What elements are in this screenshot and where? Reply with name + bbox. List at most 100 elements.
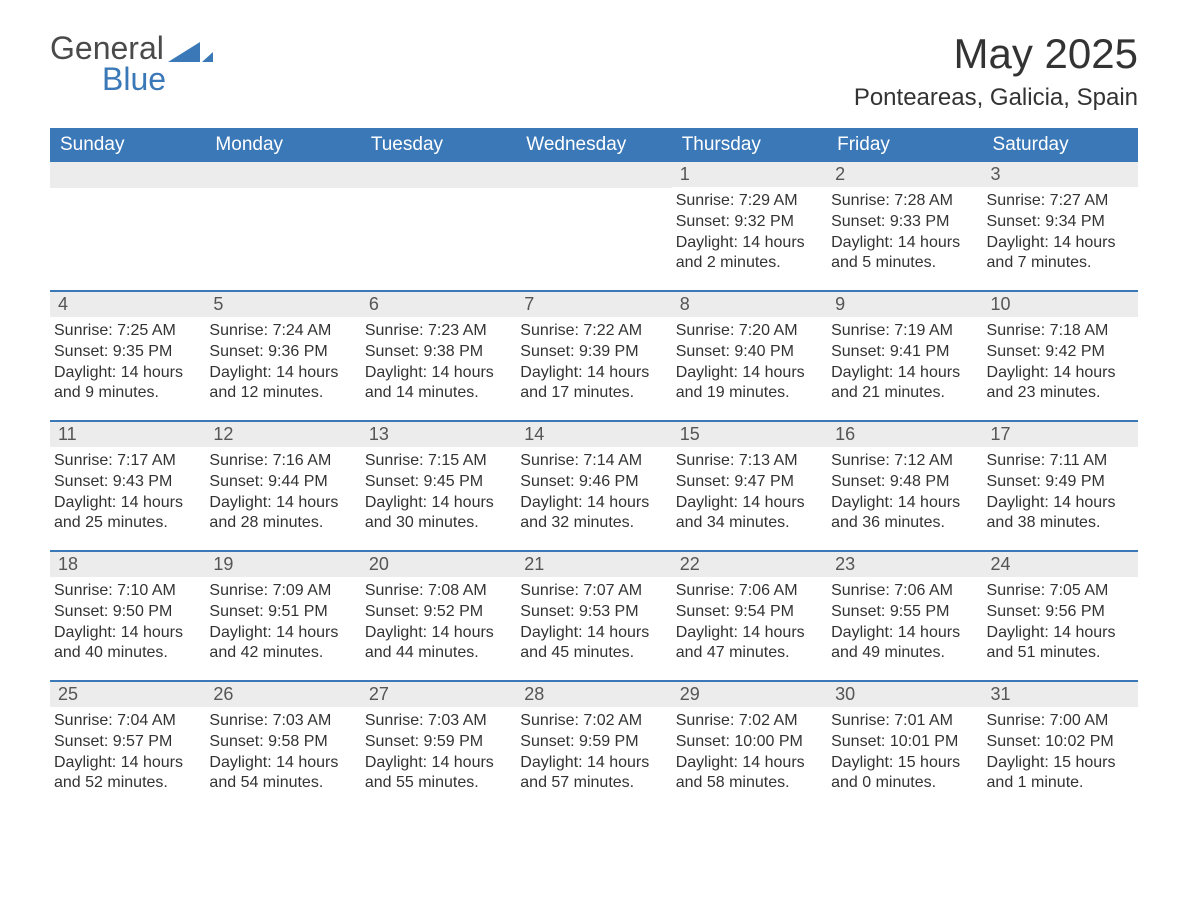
sunset-text: Sunset: 10:01 PM	[831, 732, 974, 753]
day-cell: 20Sunrise: 7:08 AMSunset: 9:52 PMDayligh…	[361, 552, 516, 680]
day-number: 1	[672, 162, 827, 187]
calendar: Sunday Monday Tuesday Wednesday Thursday…	[50, 128, 1138, 810]
daylight2-text: and 19 minutes.	[676, 383, 819, 404]
day-cell: 28Sunrise: 7:02 AMSunset: 9:59 PMDayligh…	[516, 682, 671, 810]
sunset-text: Sunset: 9:45 PM	[365, 472, 508, 493]
day-number: 25	[50, 682, 205, 707]
day-content: Sunrise: 7:06 AMSunset: 9:55 PMDaylight:…	[827, 577, 982, 672]
daylight1-text: Daylight: 14 hours	[520, 753, 663, 774]
sunrise-text: Sunrise: 7:11 AM	[987, 451, 1130, 472]
daylight2-text: and 44 minutes.	[365, 643, 508, 664]
weekday-header: Thursday	[672, 128, 827, 162]
day-content: Sunrise: 7:14 AMSunset: 9:46 PMDaylight:…	[516, 447, 671, 542]
daylight1-text: Daylight: 14 hours	[520, 623, 663, 644]
day-cell: 18Sunrise: 7:10 AMSunset: 9:50 PMDayligh…	[50, 552, 205, 680]
sunrise-text: Sunrise: 7:16 AM	[209, 451, 352, 472]
calendar-week: 11Sunrise: 7:17 AMSunset: 9:43 PMDayligh…	[50, 420, 1138, 550]
day-content: Sunrise: 7:12 AMSunset: 9:48 PMDaylight:…	[827, 447, 982, 542]
daylight1-text: Daylight: 14 hours	[54, 363, 197, 384]
day-number	[50, 162, 205, 188]
day-number: 5	[205, 292, 360, 317]
daylight2-text: and 9 minutes.	[54, 383, 197, 404]
sunset-text: Sunset: 9:36 PM	[209, 342, 352, 363]
sunrise-text: Sunrise: 7:17 AM	[54, 451, 197, 472]
daylight1-text: Daylight: 14 hours	[209, 753, 352, 774]
logo: General Blue	[50, 30, 213, 98]
daylight2-text: and 17 minutes.	[520, 383, 663, 404]
day-number: 23	[827, 552, 982, 577]
weekday-header: Monday	[205, 128, 360, 162]
sunrise-text: Sunrise: 7:02 AM	[520, 711, 663, 732]
day-number: 16	[827, 422, 982, 447]
sunrise-text: Sunrise: 7:03 AM	[365, 711, 508, 732]
sunset-text: Sunset: 9:38 PM	[365, 342, 508, 363]
day-content: Sunrise: 7:11 AMSunset: 9:49 PMDaylight:…	[983, 447, 1138, 542]
day-cell: 22Sunrise: 7:06 AMSunset: 9:54 PMDayligh…	[672, 552, 827, 680]
sunrise-text: Sunrise: 7:15 AM	[365, 451, 508, 472]
logo-text-blue: Blue	[102, 61, 166, 98]
day-cell: 4Sunrise: 7:25 AMSunset: 9:35 PMDaylight…	[50, 292, 205, 420]
weekday-header: Wednesday	[516, 128, 671, 162]
daylight1-text: Daylight: 14 hours	[54, 493, 197, 514]
day-content: Sunrise: 7:22 AMSunset: 9:39 PMDaylight:…	[516, 317, 671, 412]
daylight2-text: and 58 minutes.	[676, 773, 819, 794]
day-cell: 27Sunrise: 7:03 AMSunset: 9:59 PMDayligh…	[361, 682, 516, 810]
sunset-text: Sunset: 10:02 PM	[987, 732, 1130, 753]
daylight1-text: Daylight: 14 hours	[365, 493, 508, 514]
sunrise-text: Sunrise: 7:06 AM	[831, 581, 974, 602]
daylight1-text: Daylight: 14 hours	[987, 493, 1130, 514]
sunrise-text: Sunrise: 7:20 AM	[676, 321, 819, 342]
sunset-text: Sunset: 9:48 PM	[831, 472, 974, 493]
day-cell: 16Sunrise: 7:12 AMSunset: 9:48 PMDayligh…	[827, 422, 982, 550]
sunset-text: Sunset: 9:53 PM	[520, 602, 663, 623]
day-number: 19	[205, 552, 360, 577]
day-cell: 11Sunrise: 7:17 AMSunset: 9:43 PMDayligh…	[50, 422, 205, 550]
day-content: Sunrise: 7:10 AMSunset: 9:50 PMDaylight:…	[50, 577, 205, 672]
day-number: 24	[983, 552, 1138, 577]
daylight1-text: Daylight: 14 hours	[987, 233, 1130, 254]
sunrise-text: Sunrise: 7:27 AM	[987, 191, 1130, 212]
sunrise-text: Sunrise: 7:05 AM	[987, 581, 1130, 602]
daylight2-text: and 40 minutes.	[54, 643, 197, 664]
day-cell: 17Sunrise: 7:11 AMSunset: 9:49 PMDayligh…	[983, 422, 1138, 550]
sunset-text: Sunset: 9:33 PM	[831, 212, 974, 233]
daylight2-text: and 32 minutes.	[520, 513, 663, 534]
daylight2-text: and 54 minutes.	[209, 773, 352, 794]
day-content: Sunrise: 7:04 AMSunset: 9:57 PMDaylight:…	[50, 707, 205, 802]
day-number: 4	[50, 292, 205, 317]
daylight1-text: Daylight: 14 hours	[831, 363, 974, 384]
sunrise-text: Sunrise: 7:24 AM	[209, 321, 352, 342]
day-number: 6	[361, 292, 516, 317]
day-number: 13	[361, 422, 516, 447]
daylight2-text: and 1 minute.	[987, 773, 1130, 794]
sunrise-text: Sunrise: 7:18 AM	[987, 321, 1130, 342]
day-cell: 29Sunrise: 7:02 AMSunset: 10:00 PMDaylig…	[672, 682, 827, 810]
sunset-text: Sunset: 9:50 PM	[54, 602, 197, 623]
day-cell	[50, 162, 205, 290]
daylight1-text: Daylight: 14 hours	[676, 753, 819, 774]
sunrise-text: Sunrise: 7:01 AM	[831, 711, 974, 732]
sunset-text: Sunset: 9:40 PM	[676, 342, 819, 363]
day-content: Sunrise: 7:00 AMSunset: 10:02 PMDaylight…	[983, 707, 1138, 802]
day-content: Sunrise: 7:15 AMSunset: 9:45 PMDaylight:…	[361, 447, 516, 542]
day-content: Sunrise: 7:28 AMSunset: 9:33 PMDaylight:…	[827, 187, 982, 282]
daylight2-text: and 28 minutes.	[209, 513, 352, 534]
daylight1-text: Daylight: 15 hours	[987, 753, 1130, 774]
weekday-header: Friday	[827, 128, 982, 162]
daylight2-text: and 34 minutes.	[676, 513, 819, 534]
sunset-text: Sunset: 9:54 PM	[676, 602, 819, 623]
sunset-text: Sunset: 9:46 PM	[520, 472, 663, 493]
daylight2-text: and 45 minutes.	[520, 643, 663, 664]
sunset-text: Sunset: 9:59 PM	[365, 732, 508, 753]
sunset-text: Sunset: 9:41 PM	[831, 342, 974, 363]
sunrise-text: Sunrise: 7:13 AM	[676, 451, 819, 472]
weekday-header-row: Sunday Monday Tuesday Wednesday Thursday…	[50, 128, 1138, 162]
header: General Blue May 2025 Ponteareas, Galici…	[50, 30, 1138, 112]
sunrise-text: Sunrise: 7:29 AM	[676, 191, 819, 212]
day-content: Sunrise: 7:20 AMSunset: 9:40 PMDaylight:…	[672, 317, 827, 412]
daylight2-text: and 21 minutes.	[831, 383, 974, 404]
day-cell: 3Sunrise: 7:27 AMSunset: 9:34 PMDaylight…	[983, 162, 1138, 290]
daylight1-text: Daylight: 14 hours	[209, 493, 352, 514]
daylight1-text: Daylight: 14 hours	[676, 493, 819, 514]
page-title: May 2025	[854, 30, 1138, 78]
